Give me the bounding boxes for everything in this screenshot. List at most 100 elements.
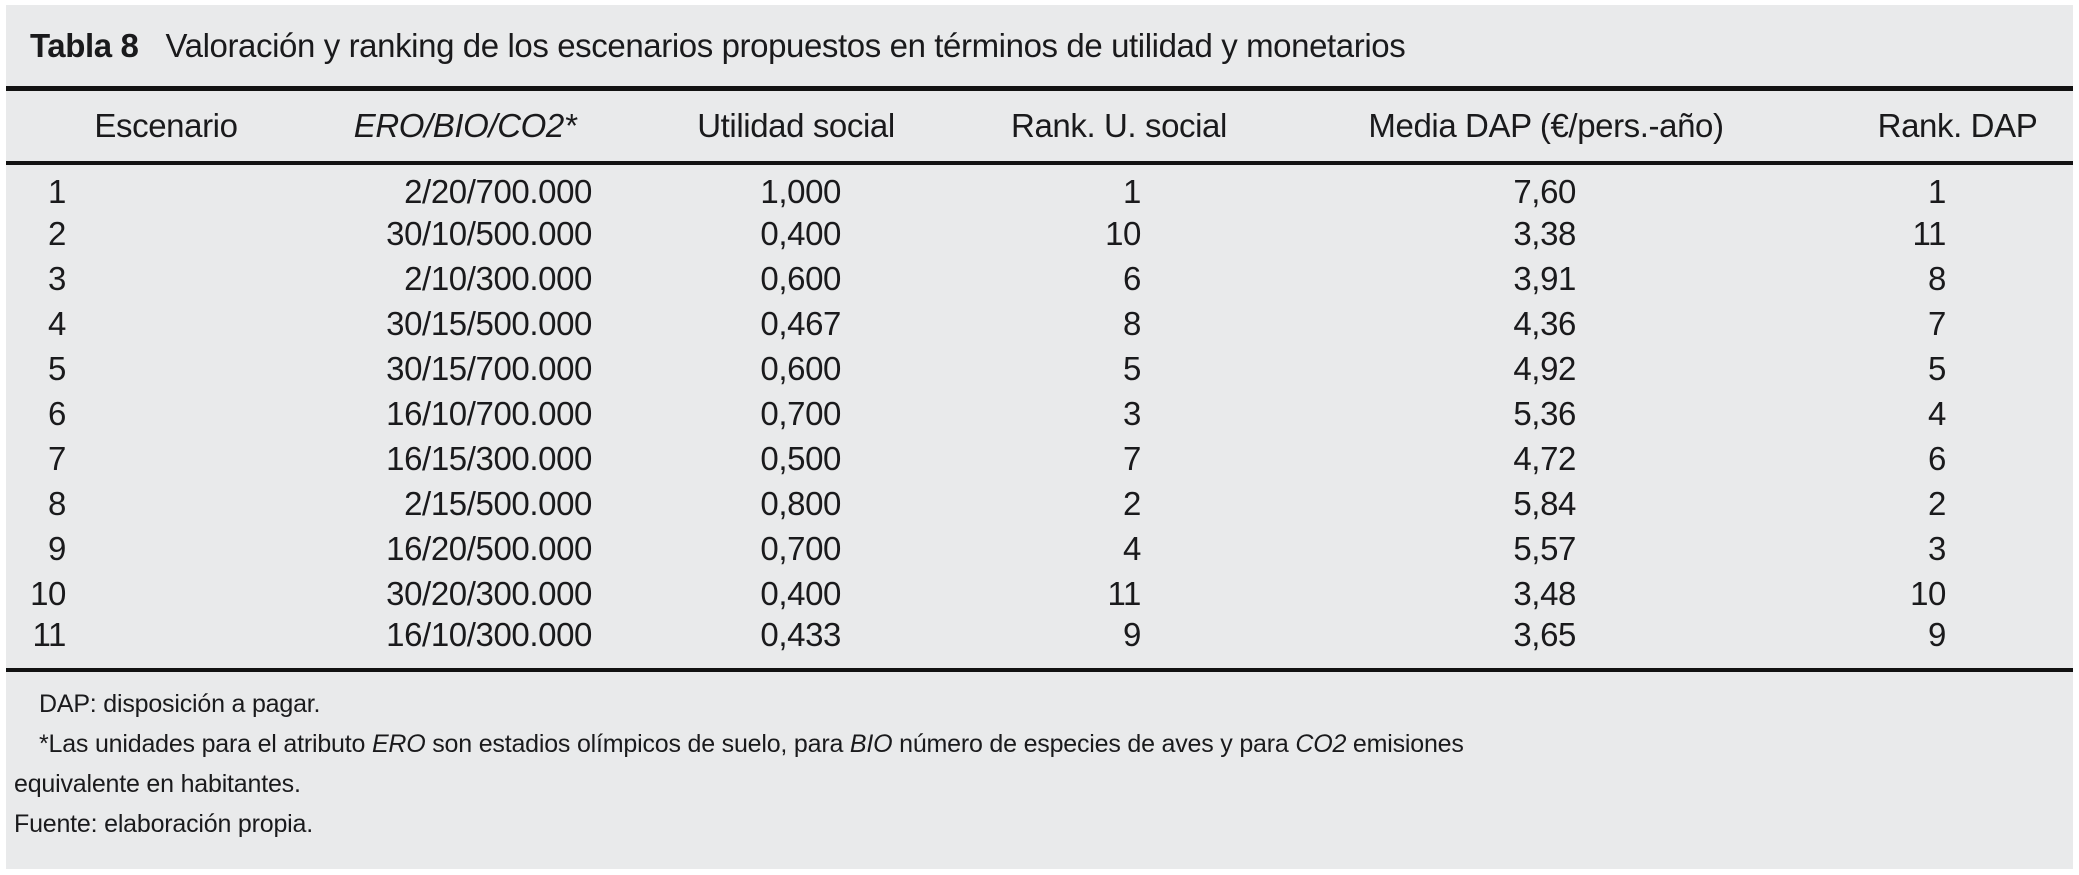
footnote-units-ero: ERO — [371, 730, 426, 758]
table-row: 7 16/15/300.000 0,500 7 4,72 6 — [6, 436, 2073, 481]
cell-rank-u-social: 3 — [1123, 394, 1141, 432]
cell-escenario: 4 — [48, 304, 66, 342]
cell-ero-bio-co2: 16/15/300.000 — [386, 439, 592, 477]
cell-utilidad-social: 0,800 — [760, 484, 841, 522]
table-row: 11 16/10/300.000 0,433 9 3,65 9 — [6, 616, 2073, 670]
cell-utilidad-social: 0,400 — [760, 574, 841, 612]
cell-media-dap: 3,91 — [1513, 259, 1576, 297]
table-number-label: Tabla 8 — [30, 26, 139, 64]
cell-rank-u-social: 4 — [1123, 529, 1141, 567]
table-row: 3 2/10/300.000 0,600 6 3,91 8 — [6, 256, 2073, 301]
table-caption: Valoración y ranking de los escenarios p… — [165, 26, 1406, 64]
cell-escenario: 5 — [48, 349, 66, 387]
cell-rank-u-social: 5 — [1123, 349, 1141, 387]
cell-utilidad-social: 0,700 — [760, 394, 841, 432]
cell-rank-dap: 6 — [1928, 439, 1946, 477]
cell-rank-dap: 8 — [1928, 259, 1946, 297]
cell-rank-dap: 4 — [1928, 394, 1946, 432]
cell-utilidad-social: 0,600 — [760, 259, 841, 297]
table-row: 8 2/15/500.000 0,800 2 5,84 2 — [6, 481, 2073, 526]
footnote-dap-definition: DAP: disposición a pagar. — [39, 690, 321, 718]
column-header-rank-u-social: Rank. U. social — [1011, 107, 1227, 144]
column-header-utilidad-social: Utilidad social — [697, 107, 895, 144]
cell-rank-dap: 1 — [1928, 173, 1946, 210]
cell-media-dap: 3,38 — [1513, 214, 1576, 252]
cell-rank-dap: 7 — [1928, 304, 1946, 342]
footnote-units-co2: CO2 — [1295, 730, 1347, 758]
column-header-escenario: Escenario — [94, 107, 238, 144]
cell-escenario: 2 — [48, 214, 66, 252]
cell-escenario: 7 — [48, 439, 66, 477]
table-row: 6 16/10/700.000 0,700 3 5,36 4 — [6, 391, 2073, 436]
cell-utilidad-social: 0,600 — [760, 349, 841, 387]
table-title: Tabla 8 Valoración y ranking de los esce… — [6, 5, 2073, 91]
table-row: 5 30/15/700.000 0,600 5 4,92 5 — [6, 346, 2073, 391]
cell-ero-bio-co2: 2/20/700.000 — [404, 173, 592, 210]
table-panel: Tabla 8 Valoración y ranking de los esce… — [6, 5, 2073, 869]
column-header-rank-dap: Rank. DAP — [1877, 107, 2038, 144]
cell-ero-bio-co2: 30/15/500.000 — [386, 304, 592, 342]
cell-rank-u-social: 7 — [1123, 439, 1141, 477]
cell-rank-dap: 5 — [1928, 349, 1946, 387]
cell-ero-bio-co2: 2/15/500.000 — [404, 484, 592, 522]
cell-rank-dap: 11 — [1912, 214, 1947, 252]
cell-rank-u-social: 2 — [1123, 484, 1141, 522]
column-header-media-dap: Media DAP (€/pers.-año) — [1368, 107, 1724, 144]
cell-utilidad-social: 0,400 — [760, 214, 841, 252]
cell-escenario: 6 — [48, 394, 66, 432]
cell-media-dap: 3,48 — [1513, 574, 1576, 612]
table-body: 1 2/20/700.000 1,000 1 7,60 1 2 30/10/50… — [6, 163, 2073, 670]
cell-rank-dap: 9 — [1928, 616, 1946, 653]
cell-media-dap: 4,36 — [1513, 304, 1576, 342]
cell-rank-u-social: 11 — [1107, 574, 1142, 612]
footnote-units-text: número de especies de aves y para — [892, 730, 1296, 758]
cell-ero-bio-co2: 16/10/700.000 — [386, 394, 592, 432]
footnote-units-text: emisiones — [1346, 730, 1464, 758]
cell-media-dap: 7,60 — [1513, 173, 1576, 210]
cell-rank-u-social: 9 — [1123, 616, 1141, 653]
cell-escenario: 8 — [48, 484, 66, 522]
footnote-source: Fuente: elaboración propia. — [14, 810, 313, 838]
footnote-units-text: *Las unidades para el atributo — [39, 730, 372, 758]
cell-ero-bio-co2: 30/10/500.000 — [386, 214, 592, 252]
cell-utilidad-social: 1,000 — [760, 173, 841, 210]
cell-media-dap: 4,72 — [1513, 439, 1576, 477]
scenarios-table: Escenario ERO/BIO/CO2* Utilidad social R… — [6, 91, 2073, 672]
cell-rank-dap: 10 — [1910, 574, 1946, 612]
header-row: Escenario ERO/BIO/CO2* Utilidad social R… — [6, 91, 2073, 163]
cell-media-dap: 4,92 — [1513, 349, 1576, 387]
table-row: 9 16/20/500.000 0,700 4 5,57 3 — [6, 526, 2073, 571]
cell-escenario: 10 — [30, 574, 66, 612]
column-header-ero-bio-co2: ERO/BIO/CO2* — [353, 107, 577, 144]
cell-ero-bio-co2: 16/20/500.000 — [386, 529, 592, 567]
cell-ero-bio-co2: 2/10/300.000 — [404, 259, 592, 297]
cell-utilidad-social: 0,700 — [760, 529, 841, 567]
footnote-units-bio: BIO — [849, 730, 893, 758]
cell-ero-bio-co2: 30/15/700.000 — [386, 349, 592, 387]
cell-rank-u-social: 8 — [1123, 304, 1141, 342]
cell-media-dap: 5,36 — [1513, 394, 1576, 432]
cell-ero-bio-co2: 30/20/300.000 — [386, 574, 592, 612]
cell-escenario: 3 — [48, 259, 66, 297]
table-row: 2 30/10/500.000 0,400 10 3,38 11 — [6, 211, 2073, 256]
table-row: 10 30/20/300.000 0,400 11 3,48 10 — [6, 571, 2073, 616]
cell-media-dap: 5,84 — [1513, 484, 1576, 522]
cell-utilidad-social: 0,500 — [760, 439, 841, 477]
cell-rank-dap: 3 — [1928, 529, 1946, 567]
cell-escenario: 1 — [48, 173, 66, 210]
footnote-units: *Las unidades para el atributo ERO son e… — [14, 724, 2063, 764]
cell-media-dap: 3,65 — [1513, 616, 1576, 653]
cell-utilidad-social: 0,467 — [760, 304, 841, 342]
cell-rank-dap: 2 — [1928, 484, 1946, 522]
footnote-units-text: son estadios olímpicos de suelo, para — [425, 730, 850, 758]
cell-ero-bio-co2: 16/10/300.000 — [386, 616, 592, 653]
table-header: Escenario ERO/BIO/CO2* Utilidad social R… — [6, 91, 2073, 163]
cell-escenario: 9 — [48, 529, 66, 567]
cell-escenario: 11 — [32, 616, 67, 653]
footnote-units-continuation: equivalente en habitantes. — [14, 770, 301, 798]
table-row: 1 2/20/700.000 1,000 1 7,60 1 — [6, 163, 2073, 211]
cell-rank-u-social: 6 — [1123, 259, 1141, 297]
cell-utilidad-social: 0,433 — [760, 616, 841, 653]
cell-media-dap: 5,57 — [1513, 529, 1576, 567]
cell-rank-u-social: 10 — [1105, 214, 1141, 252]
